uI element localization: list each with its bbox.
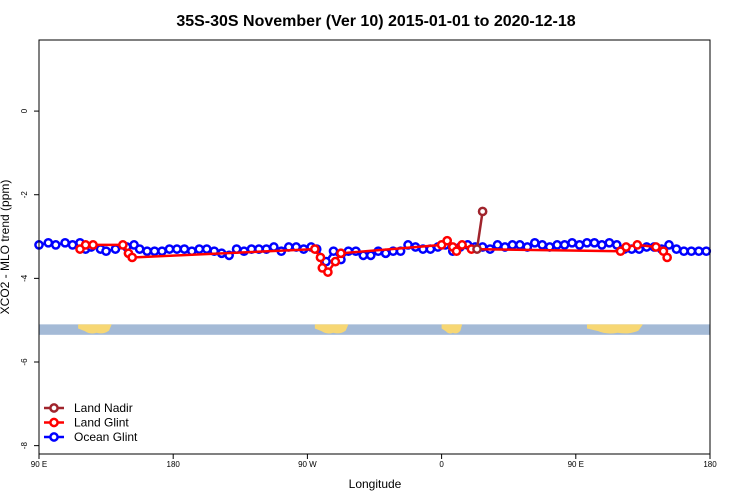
- ocean-glint-point: [201, 244, 212, 254]
- x-tick-label: 90 E: [568, 460, 584, 469]
- legend-label: Land Glint: [74, 416, 129, 430]
- legend-label: Ocean Glint: [74, 430, 138, 444]
- ocean-glint-point: [149, 246, 160, 257]
- land-glint-point: [127, 252, 138, 263]
- series-land-glint: [75, 235, 672, 277]
- ocean-glint-point: [582, 237, 592, 248]
- ocean-glint-point: [157, 246, 167, 257]
- ocean-glint-point: [574, 240, 585, 250]
- legend-swatch-marker: [49, 417, 59, 428]
- ocean-glint-point: [365, 250, 376, 261]
- y-tick-label: -4: [20, 274, 29, 282]
- land-nadir-point: [477, 206, 488, 217]
- ocean-glint-point: [701, 246, 712, 257]
- land-shape: [78, 324, 112, 334]
- land-glint-point: [662, 252, 672, 263]
- x-tick-label: 180: [703, 460, 717, 469]
- x-tick-label: 0: [439, 460, 444, 469]
- legend-label: Land Nadir: [74, 401, 133, 415]
- x-tick-label: 90 E: [31, 460, 47, 469]
- ocean-glint-point: [164, 244, 175, 254]
- ocean-glint-point: [194, 244, 205, 254]
- ocean-glint-point: [679, 246, 689, 257]
- ocean-band: [39, 324, 710, 335]
- land-glint-point: [621, 242, 631, 252]
- x-axis: 90 E 180 90 W 0 90 E 180: [31, 454, 717, 469]
- ocean-glint-point: [110, 244, 121, 254]
- chart-title: 35S-30S November (Ver 10) 2015-01-01 to …: [176, 13, 575, 30]
- y-tick-label: -6: [20, 358, 29, 366]
- ocean-glint-point: [60, 237, 70, 248]
- land-glint-point: [451, 246, 462, 257]
- series-layer: [34, 206, 712, 277]
- ocean-glint-point: [559, 240, 570, 250]
- x-tick-label: 180: [167, 460, 181, 469]
- x-tick-label: 90 W: [298, 460, 317, 469]
- ocean-glint-point: [529, 237, 540, 248]
- ocean-glint-point: [507, 240, 518, 250]
- y-axis-label: XCO2 - MLO trend (ppm): [0, 180, 12, 315]
- legend-item-ocean-glint: Ocean Glint: [44, 430, 138, 444]
- ocean-glint-point: [664, 240, 674, 250]
- land-nadir-point: [472, 244, 482, 254]
- land-glint-point: [457, 240, 467, 250]
- ocean-glint-point: [604, 237, 615, 248]
- ocean-glint-point: [67, 240, 78, 250]
- legend-item-land-nadir: Land Nadir: [44, 401, 133, 415]
- land-glint-point: [323, 267, 333, 277]
- ocean-glint-point: [142, 246, 152, 257]
- land-glint-point: [330, 256, 341, 267]
- land-shape: [586, 324, 643, 334]
- ocean-glint-point: [537, 240, 548, 250]
- land-glint-point: [118, 240, 128, 250]
- ocean-glint-point: [328, 246, 339, 257]
- legend-swatch-marker: [49, 432, 59, 442]
- land-glint-point: [80, 240, 91, 250]
- land-band: [39, 324, 710, 335]
- land-glint-point: [651, 242, 661, 252]
- land-nadir-line: [475, 211, 484, 250]
- x-axis-label: Longitude: [349, 477, 402, 491]
- ocean-glint-point: [134, 244, 145, 254]
- y-tick-label: 0: [20, 108, 29, 113]
- land-glint-point: [315, 252, 326, 263]
- land-glint-point: [310, 244, 320, 254]
- ocean-glint-point: [671, 244, 682, 254]
- ocean-glint-point: [552, 240, 563, 250]
- ocean-glint-point: [50, 240, 61, 250]
- land-shape: [441, 324, 463, 334]
- land-glint-point: [88, 240, 98, 250]
- ocean-glint-point: [179, 244, 190, 254]
- y-axis: 0 -2 -4 -6 -8: [20, 108, 39, 449]
- ocean-glint-point: [693, 246, 704, 257]
- legend-swatch-marker: [49, 403, 59, 413]
- y-tick-label: -2: [20, 191, 29, 199]
- ocean-glint-point: [492, 240, 503, 250]
- land-glint-point: [632, 240, 643, 250]
- series-land-nadir: [472, 206, 488, 254]
- ocean-glint-point: [686, 246, 697, 257]
- land-glint-point: [336, 248, 346, 259]
- ocean-glint-point: [269, 242, 279, 252]
- y-tick-label: -8: [20, 442, 29, 450]
- ocean-glint-point: [101, 246, 111, 257]
- ocean-glint-point: [43, 237, 54, 248]
- legend-item-land-glint: Land Glint: [44, 416, 129, 430]
- land-shape: [314, 324, 349, 334]
- land-glint-point: [442, 235, 453, 246]
- plot-frame: [38, 39, 711, 455]
- ocean-glint-point: [567, 237, 577, 248]
- ocean-glint-point: [589, 237, 600, 248]
- ocean-glint-point: [515, 240, 525, 250]
- ocean-glint-point: [597, 240, 607, 250]
- ocean-glint-point: [172, 244, 182, 254]
